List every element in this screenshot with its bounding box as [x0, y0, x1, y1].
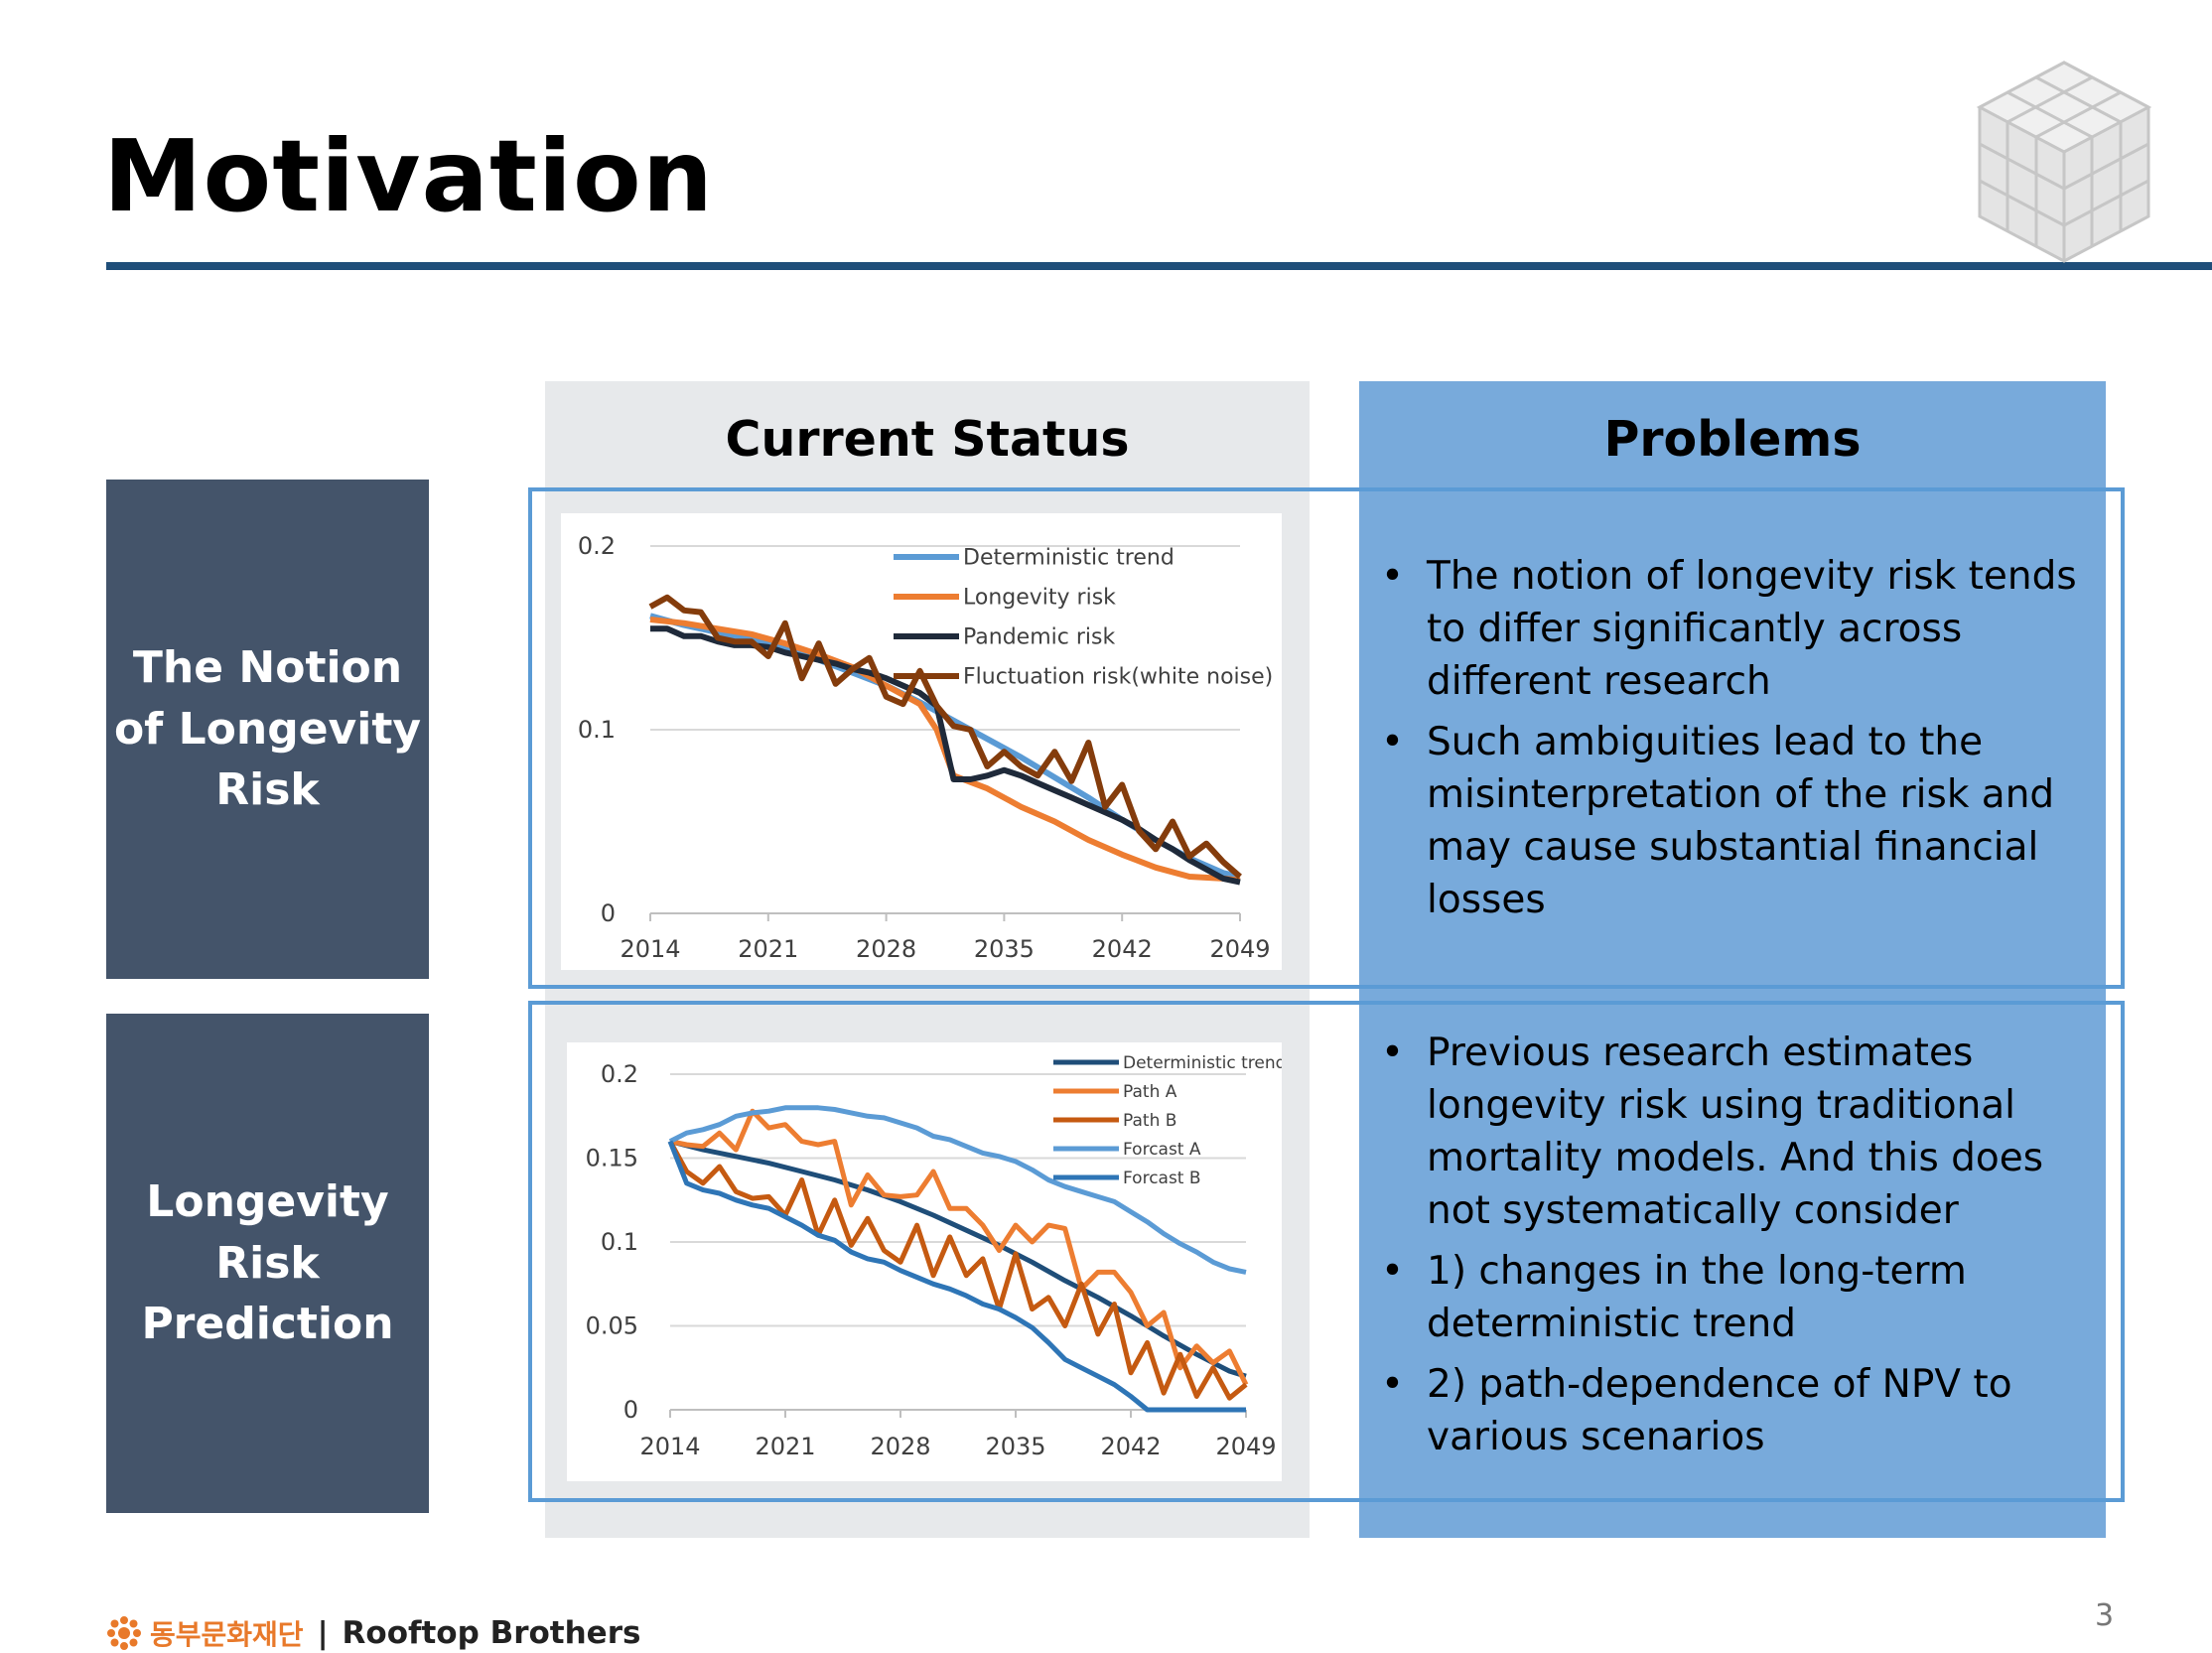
legend-label: Path A [1123, 1082, 1177, 1102]
problem-bullet: 1) changes in the long-term deterministi… [1381, 1245, 2106, 1350]
legend-label: Deterministic trend [963, 546, 1175, 571]
title-underline [106, 262, 2212, 270]
legend-label: Forcast B [1123, 1169, 1201, 1188]
x-tick-label: 2021 [738, 935, 798, 963]
y-tick-label: 0.1 [578, 716, 616, 744]
current-status-header: Current Status [725, 411, 1130, 468]
legend-label: Deterministic trend [1123, 1053, 1282, 1073]
x-tick-label: 2028 [870, 1433, 930, 1460]
y-tick-label: 0.05 [586, 1312, 638, 1340]
problem-bullet: The notion of longevity risk tends to di… [1381, 550, 2106, 708]
series-line-2 [669, 1108, 1249, 1386]
footer-logo: 동부문화재단 | Rooftop Brothers [106, 1614, 640, 1652]
series-line-1 [669, 1139, 1247, 1379]
series-line-3 [667, 1140, 1248, 1401]
y-tick-label: 0 [623, 1396, 638, 1424]
y-tick-label: 0.1 [601, 1228, 638, 1256]
x-tick-label: 2042 [1092, 935, 1153, 963]
x-tick-label: 2049 [1215, 1433, 1276, 1460]
problems-header: Problems [1603, 411, 1862, 468]
foundation-name: 동부문화재단 [150, 1618, 304, 1651]
x-tick-label: 2049 [1209, 935, 1270, 963]
chart-notion-svg: 0 0.1 0.2 2014 2021 2028 2035 2042 2049 Determini… [578, 532, 1273, 963]
problem-bullet: Such ambiguities lead to the misinterpre… [1381, 716, 2106, 926]
x-tick-label: 2035 [985, 1433, 1045, 1460]
series-line-4 [668, 1105, 1247, 1275]
cube-logo-icon [1976, 61, 2152, 263]
series-line-5 [667, 1140, 1246, 1413]
legend-label: Pandemic risk [963, 625, 1115, 650]
page-number: 3 [2095, 1598, 2115, 1633]
row-frame-prediction [528, 1001, 2125, 1502]
slide-title: Motivation [103, 118, 714, 234]
y-tick-label: 0.2 [578, 532, 616, 560]
legend-label: Longevity risk [963, 586, 1116, 611]
x-tick-label: 2035 [974, 935, 1035, 963]
y-tick-label: 0 [601, 899, 616, 927]
row-label-notion-text: The Notion of Longevity Risk [113, 642, 422, 816]
row-label-prediction: Longevity Risk Prediction [106, 1014, 429, 1513]
legend-label: Forcast A [1123, 1140, 1201, 1160]
problem-bullet: 2) path-dependence of NPV to various sce… [1381, 1358, 2106, 1463]
legend-label: Fluctuation risk(white noise) [963, 665, 1273, 690]
y-tick-label: 0.2 [601, 1060, 638, 1088]
flower-icon [107, 1616, 141, 1650]
problems-list-prediction: Previous research estimates longevity ri… [1381, 1027, 2106, 1471]
x-tick-label: 2014 [639, 1433, 700, 1460]
chart-prediction: 0 0.05 0.1 0.15 0.2 2014 2021 2028 2035 2042 2049 D… [567, 1042, 1287, 1481]
company-name: Rooftop Brothers [342, 1615, 641, 1651]
row-label-prediction-text: Longevity Risk Prediction [141, 1176, 394, 1350]
x-tick-label: 2014 [620, 935, 680, 963]
row-label-notion: The Notion of Longevity Risk [106, 480, 429, 979]
x-tick-label: 2042 [1100, 1433, 1161, 1460]
footer-separator: | [317, 1615, 329, 1651]
chart-prediction-svg: 0 0.05 0.1 0.15 0.2 2014 2021 2028 2035 2042 2049 D… [586, 1053, 1287, 1460]
y-tick-label: 0.15 [586, 1145, 638, 1172]
legend-label: Path B [1123, 1111, 1176, 1131]
chart-notion: 0 0.1 0.2 2014 2021 2028 2035 2042 2049 Determini… [561, 513, 1282, 970]
problem-bullet: Previous research estimates longevity ri… [1381, 1027, 2106, 1237]
series-line-4 [648, 594, 1242, 880]
x-tick-label: 2028 [856, 935, 916, 963]
x-tick-label: 2021 [755, 1433, 815, 1460]
row-frame-notion [528, 487, 2125, 989]
problems-list-notion: The notion of longevity risk tends to di… [1381, 550, 2106, 934]
